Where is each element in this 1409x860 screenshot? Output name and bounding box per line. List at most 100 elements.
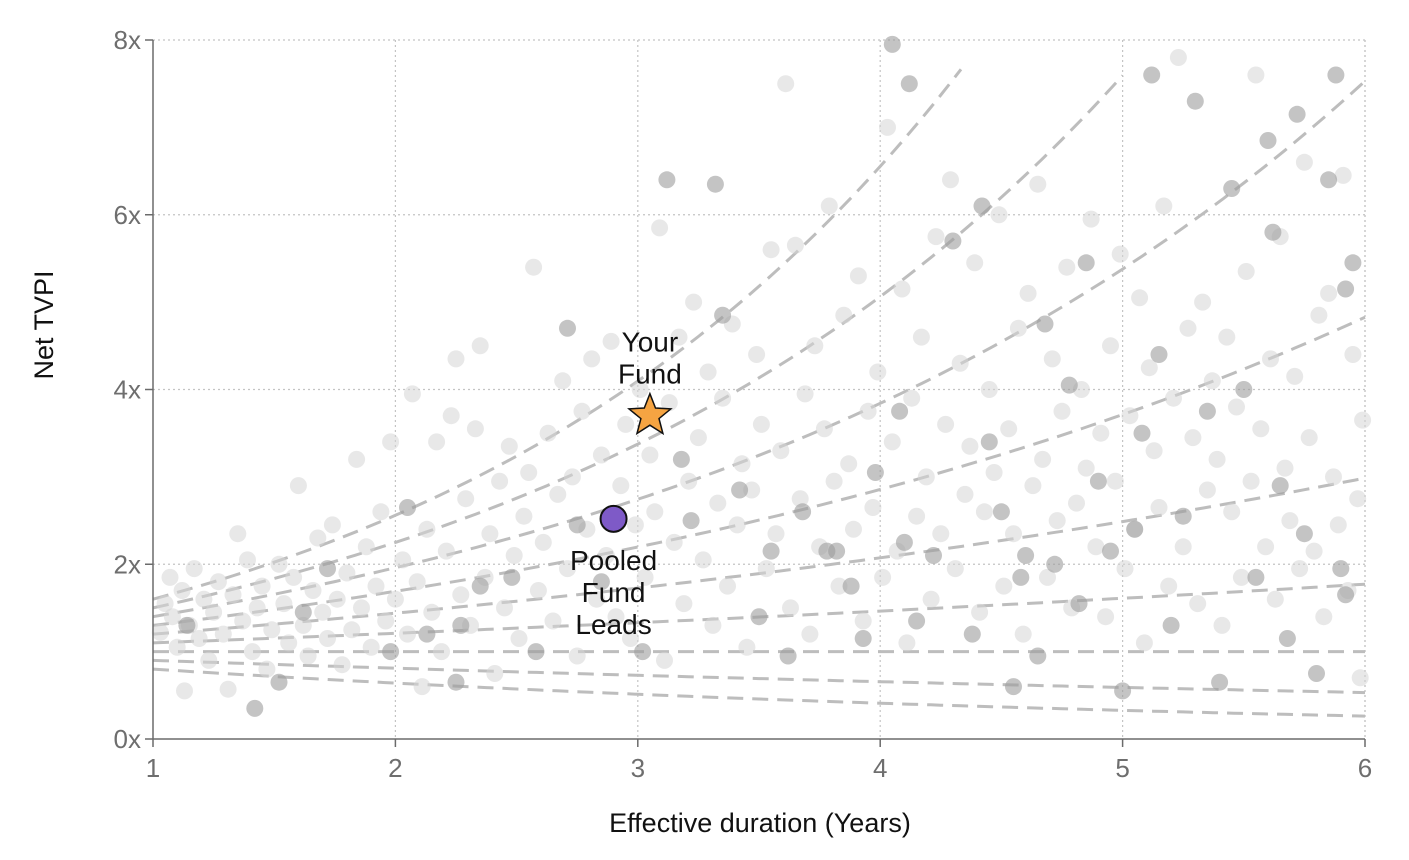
scatter-point [382, 433, 400, 451]
scatter-point [190, 630, 208, 647]
scatter-point [447, 350, 465, 368]
scatter-point [912, 328, 930, 346]
scatter-point [672, 450, 690, 468]
scatter-point [1186, 92, 1204, 110]
scatter-point [782, 599, 799, 617]
scatter-point [367, 577, 385, 595]
scatter-point [156, 595, 174, 613]
pooled-fund-leads-marker [599, 504, 628, 533]
scatter-point [1271, 477, 1289, 495]
scatter-point [520, 464, 538, 481]
scatter-point [500, 437, 518, 455]
pooled-fund-leads-label: Leads [575, 609, 651, 640]
scatter-point [1262, 350, 1279, 368]
scatter-point [728, 516, 746, 534]
scatter-point [1121, 407, 1139, 425]
your-fund-label: Fund [618, 359, 682, 390]
scatter-point [452, 616, 470, 634]
scatter-point [333, 656, 351, 674]
scatter-point [1228, 398, 1245, 416]
pooled-fund-leads-label: Fund [582, 577, 646, 608]
scatter-point [806, 337, 824, 355]
scatter-point [386, 590, 404, 608]
scatter-point [1276, 459, 1294, 477]
scatter-point [895, 533, 913, 551]
scatter-point [294, 616, 312, 634]
scatter-point [917, 468, 935, 486]
scatter-point [854, 612, 872, 630]
scatter-point [922, 590, 940, 608]
scatter-point [178, 616, 196, 634]
scatter-point [1235, 381, 1253, 398]
scatter-point [1131, 289, 1149, 307]
scatter-point [1295, 525, 1313, 543]
scatter-point [752, 415, 770, 433]
scatter-point [161, 568, 179, 586]
scatter-point [879, 118, 896, 136]
scatter-point [486, 665, 504, 682]
scatter-point [263, 621, 281, 639]
scatter-point [1327, 66, 1345, 84]
scatter-point [527, 643, 545, 661]
scatter-point [1019, 284, 1037, 302]
scatter-point [491, 472, 509, 490]
scatter-point [1332, 560, 1350, 578]
scatter-point [173, 582, 191, 599]
scatter-point [559, 319, 576, 337]
scatter-point [1281, 512, 1299, 530]
scatter-point [447, 673, 465, 691]
scatter-point [1043, 350, 1061, 368]
scatter-point [1288, 105, 1306, 123]
scatter-point [660, 394, 678, 412]
scatter-point [883, 35, 901, 53]
scatter-point [1068, 494, 1085, 512]
scatter-point [883, 433, 901, 451]
scatter-point [1135, 634, 1153, 652]
scatter-point [966, 254, 984, 272]
scatter-point [1039, 568, 1056, 586]
scatter-point [1325, 468, 1342, 486]
scatter-point [762, 241, 780, 259]
scatter-point [503, 568, 521, 586]
scatter-point [1165, 389, 1182, 407]
scatter-point [1179, 319, 1197, 337]
scatter-point [1237, 263, 1255, 280]
x-tick-label: 2 [388, 753, 402, 783]
scatter-point [348, 450, 366, 468]
scatter-point [864, 499, 882, 516]
scatter-point [631, 381, 649, 398]
scatter-point [956, 485, 974, 503]
scatter-point [544, 612, 562, 630]
scatter-point [1223, 503, 1241, 521]
scatter-point [592, 446, 610, 464]
scatter-point [534, 533, 552, 551]
scatter-point [714, 306, 732, 324]
scatter-point [842, 577, 860, 595]
scatter-point [796, 385, 814, 403]
scatter-point [592, 573, 610, 591]
scatter-point [1060, 376, 1078, 394]
scatter-point [1305, 542, 1323, 560]
scatter-point [1036, 315, 1054, 333]
scatter-point [1145, 442, 1163, 460]
scatter-point [243, 643, 261, 661]
scatter-point [1169, 49, 1187, 66]
scatter-point [869, 363, 887, 381]
x-tick-label: 3 [631, 753, 645, 783]
scatter-point [394, 551, 412, 569]
scatter-point [1329, 516, 1347, 534]
scatter-point [767, 525, 785, 543]
scatter-point [205, 603, 223, 621]
scatter-point [1005, 678, 1022, 696]
scatter-point [1198, 481, 1216, 499]
scatter-point [319, 560, 336, 578]
scatter-point [1198, 402, 1216, 420]
scatter-point [1102, 542, 1119, 560]
scatter-point [568, 647, 586, 665]
x-tick-label: 4 [873, 753, 887, 783]
scatter-point [1126, 520, 1144, 538]
scatter-point [1070, 595, 1088, 613]
scatter-point [937, 415, 955, 433]
scatter-point [1310, 306, 1328, 324]
scatter-point [258, 660, 276, 678]
